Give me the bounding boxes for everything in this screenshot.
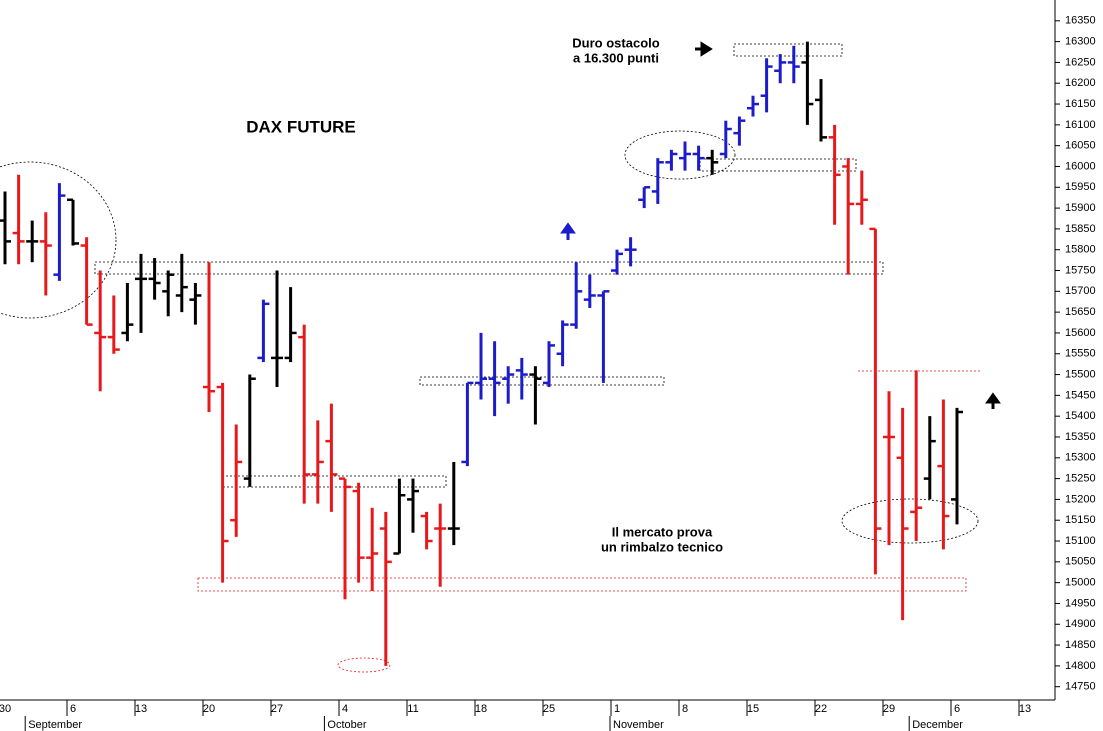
y-tick-label: 16100 — [1065, 119, 1096, 131]
y-tick-label: 15300 — [1065, 452, 1096, 464]
zone — [337, 657, 391, 673]
month-label: December — [912, 719, 963, 731]
x-tick-label: 27 — [271, 703, 283, 715]
y-tick-label: 15500 — [1065, 368, 1096, 380]
y-tick-label: 15950 — [1065, 181, 1096, 193]
y-tick-label: 14950 — [1065, 597, 1096, 609]
annotation: Il mercato prova — [612, 524, 713, 539]
y-tick-label: 15050 — [1065, 556, 1096, 568]
x-tick-label: 18 — [475, 703, 487, 715]
annotation: Duro ostacolo — [572, 35, 659, 50]
y-tick-label: 15250 — [1065, 473, 1096, 485]
x-tick-label: 1 — [614, 703, 620, 715]
y-tick-label: 15450 — [1065, 389, 1096, 401]
x-tick-label: 20 — [203, 703, 215, 715]
y-tick-label: 15200 — [1065, 493, 1096, 505]
y-tick-label: 16250 — [1065, 56, 1096, 68]
zone — [94, 261, 884, 275]
x-tick-label: 15 — [747, 703, 759, 715]
zone — [624, 130, 736, 180]
y-tick-label: 15900 — [1065, 202, 1096, 214]
month-label: September — [28, 719, 82, 731]
y-tick-label: 16150 — [1065, 98, 1096, 110]
zone — [841, 498, 979, 544]
y-tick-label: 14750 — [1065, 681, 1096, 693]
month-label: November — [613, 719, 664, 731]
y-tick-label: 16300 — [1065, 36, 1096, 48]
y-tick-label: 15550 — [1065, 348, 1096, 360]
annotation: un rimbalzo tecnico — [601, 539, 723, 554]
x-tick-label: 25 — [543, 703, 555, 715]
y-tick-label: 16200 — [1065, 77, 1096, 89]
y-tick-label: 15850 — [1065, 223, 1096, 235]
x-tick-label: 4 — [342, 703, 348, 715]
y-tick-label: 16350 — [1065, 15, 1096, 27]
y-tick-label: 15700 — [1065, 285, 1096, 297]
x-tick-label: 13 — [135, 703, 147, 715]
month-label: October — [327, 719, 366, 731]
y-tick-label: 15800 — [1065, 244, 1096, 256]
y-tick-label: 16000 — [1065, 160, 1096, 172]
y-tick-label: 15000 — [1065, 577, 1096, 589]
y-tick-label: 15100 — [1065, 535, 1096, 547]
zone — [197, 577, 967, 592]
y-tick-label: 14900 — [1065, 618, 1096, 630]
x-tick-label: 6 — [70, 703, 76, 715]
y-tick-label: 16050 — [1065, 140, 1096, 152]
y-tick-label: 15600 — [1065, 327, 1096, 339]
x-tick-label: 30 — [0, 703, 11, 715]
zone — [419, 376, 665, 386]
x-tick-label: 11 — [407, 703, 418, 715]
y-tick-label: 14850 — [1065, 639, 1096, 651]
arrow — [560, 222, 576, 240]
x-tick-label: 8 — [682, 703, 688, 715]
zone — [0, 161, 117, 319]
x-tick-label: 6 — [954, 703, 960, 715]
arrow — [695, 41, 713, 57]
annotation: a 16.300 punti — [573, 50, 659, 65]
arrow — [985, 392, 1001, 409]
y-tick-label: 15400 — [1065, 410, 1096, 422]
y-tick-label: 15350 — [1065, 431, 1096, 443]
x-tick-label: 22 — [815, 703, 827, 715]
chart-title: DAX FUTURE — [246, 117, 356, 136]
x-tick-label: 13 — [1019, 703, 1031, 715]
zone — [733, 43, 843, 57]
y-tick-label: 15750 — [1065, 264, 1096, 276]
x-tick-label: 29 — [883, 703, 895, 715]
y-tick-label: 15650 — [1065, 306, 1096, 318]
y-tick-label: 15150 — [1065, 514, 1096, 526]
y-tick-label: 14800 — [1065, 660, 1096, 672]
